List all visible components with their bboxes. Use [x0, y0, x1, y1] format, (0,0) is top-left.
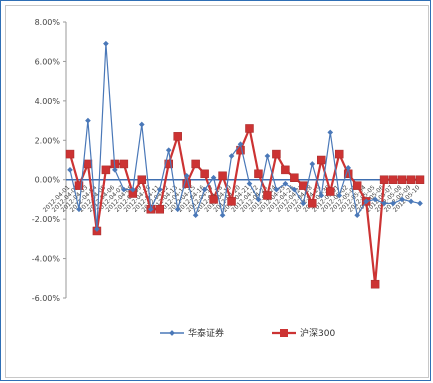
data-point-hs300 — [218, 171, 227, 181]
data-point-huatai — [129, 186, 136, 193]
data-point-huatai — [417, 200, 423, 207]
data-point-huatai — [390, 200, 396, 207]
data-point-huatai — [76, 206, 82, 213]
data-point-huatai — [300, 200, 307, 207]
data-point-huatai — [138, 121, 145, 128]
data-point-hs300 — [254, 169, 263, 179]
series-line-huatai — [69, 43, 421, 230]
legend-marker-huatai — [169, 330, 175, 336]
data-point-hs300 — [101, 165, 111, 175]
data-point-hs300 — [209, 195, 218, 204]
data-point-huatai — [147, 206, 154, 213]
y-tick-label: 2.00% — [35, 136, 61, 145]
data-point-hs300 — [173, 132, 182, 141]
data-point-huatai — [318, 192, 325, 199]
data-point-huatai — [210, 174, 217, 181]
data-point-hs300 — [245, 124, 254, 133]
data-point-hs300 — [200, 169, 209, 179]
legend-label-huatai: 华泰证券 — [188, 327, 224, 339]
data-point-huatai — [228, 153, 235, 159]
data-point-huatai — [192, 212, 199, 219]
data-point-huatai — [165, 147, 172, 153]
data-point-huatai — [219, 212, 226, 219]
data-point-huatai — [112, 167, 118, 173]
data-point-hs300 — [290, 173, 299, 182]
data-point-hs300 — [164, 159, 173, 169]
data-point-huatai — [121, 186, 127, 193]
data-point-hs300 — [415, 175, 425, 184]
series-line-hs300 — [68, 127, 420, 286]
data-point-huatai — [246, 180, 253, 187]
data-point-hs300 — [406, 175, 416, 184]
y-tick-label: 4.00% — [35, 97, 61, 106]
data-point-huatai — [264, 153, 271, 159]
data-point-hs300 — [272, 149, 281, 159]
data-point-huatai — [336, 192, 343, 199]
data-point-huatai — [156, 186, 163, 193]
data-point-hs300 — [137, 175, 147, 184]
data-point-hs300 — [155, 205, 164, 214]
data-point-hs300 — [281, 165, 290, 175]
data-point-huatai — [174, 206, 181, 213]
data-point-hs300 — [65, 149, 75, 159]
data-point-hs300 — [352, 181, 362, 190]
y-tick-label: -6.00% — [32, 294, 61, 303]
legend-marker-hs300 — [280, 329, 288, 337]
y-tick-label: 6.00% — [35, 57, 61, 66]
data-point-hs300 — [119, 159, 129, 169]
data-point-huatai — [372, 196, 378, 203]
data-point-huatai — [273, 186, 280, 193]
data-point-hs300 — [317, 155, 326, 165]
data-point-huatai — [354, 212, 361, 219]
data-point-hs300 — [379, 175, 389, 184]
data-point-huatai — [363, 198, 369, 205]
data-point-hs300 — [263, 191, 272, 200]
y-tick-label: -4.00% — [32, 255, 61, 264]
data-point-huatai — [85, 117, 91, 124]
data-point-huatai — [282, 180, 289, 187]
data-point-hs300 — [308, 199, 317, 208]
data-point-hs300 — [74, 181, 84, 190]
data-point-huatai — [201, 186, 208, 193]
data-point-huatai — [309, 161, 316, 167]
data-point-huatai — [408, 198, 414, 205]
data-point-huatai — [94, 226, 100, 232]
data-point-huatai — [255, 196, 262, 203]
y-tick-label: 8.00% — [35, 18, 61, 27]
data-point-huatai — [103, 40, 109, 47]
data-point-huatai — [291, 186, 298, 193]
legend-label-hs300: 沪深300 — [300, 327, 335, 339]
y-tick-label: -2.00% — [32, 215, 61, 224]
data-point-huatai — [327, 129, 334, 136]
data-point-hs300 — [191, 159, 200, 169]
data-point-huatai — [67, 167, 73, 173]
data-point-hs300 — [397, 175, 407, 184]
data-point-hs300 — [370, 279, 380, 289]
data-point-hs300 — [388, 175, 398, 184]
y-tick-label: 0.00% — [35, 176, 61, 185]
data-point-huatai — [183, 172, 190, 179]
data-point-hs300 — [326, 187, 335, 196]
data-point-hs300 — [334, 149, 344, 159]
data-point-huatai — [399, 196, 405, 203]
data-point-hs300 — [227, 197, 236, 206]
data-point-huatai — [345, 165, 352, 171]
data-point-huatai — [237, 141, 244, 148]
data-point-huatai — [381, 200, 387, 207]
data-point-hs300 — [182, 179, 191, 188]
